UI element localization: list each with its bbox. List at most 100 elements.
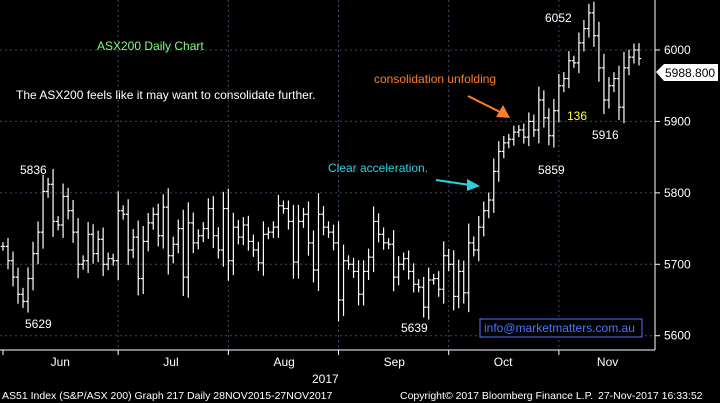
ohlc-bar	[181, 209, 186, 296]
ohlc-bar	[35, 221, 41, 265]
annotation-high-jun: 5836	[20, 163, 47, 177]
ohlc-bar	[95, 230, 101, 263]
y-tick-label: 5900	[664, 114, 691, 128]
ohlc-bar	[561, 72, 567, 93]
ohlc-bar	[161, 194, 166, 249]
ohlc-bar	[30, 241, 36, 291]
ohlc-bar	[396, 256, 401, 286]
ohlc-bar	[241, 217, 246, 246]
ohlc-bar	[115, 191, 121, 280]
ohlc-bar	[70, 200, 76, 243]
ohlc-bar	[441, 241, 446, 304]
ohlc-bar	[601, 53, 607, 114]
ohlc-bar	[196, 229, 201, 250]
ohlc-bar	[321, 206, 326, 236]
ohlc-bar	[591, 1, 597, 47]
ohlc-bar	[576, 32, 582, 74]
ohlc-bar	[256, 241, 261, 271]
ohlc-bar	[501, 136, 506, 159]
ohlc-bar	[5, 237, 11, 270]
x-tick-label: Jul	[163, 355, 178, 369]
annotation-drop: 136	[567, 109, 587, 123]
annotation-low-oct: 5859	[538, 163, 565, 177]
ohlc-bar	[231, 212, 236, 276]
y-tick-label: 6000	[664, 43, 691, 57]
ohlc-bar	[621, 51, 627, 124]
ohlc-bar	[191, 212, 196, 254]
year-label: 2017	[312, 372, 339, 386]
ohlc-bar	[291, 204, 296, 279]
ohlc-bar	[85, 222, 91, 273]
email-label: info@marketmatters.com.au	[484, 321, 635, 335]
ohlc-bar	[546, 108, 552, 146]
chart-subtitle: The ASX200 feels like it may want to con…	[16, 88, 316, 102]
ohlc-bar	[391, 230, 396, 292]
y-axis: 5600 5700 5800 5900 6000	[654, 0, 691, 350]
ohlc-bar	[226, 188, 231, 281]
ohlc-bar	[516, 125, 522, 138]
ohlc-bar	[476, 216, 481, 262]
ohlc-bar	[596, 21, 602, 82]
ohlc-bar	[166, 188, 171, 275]
ohlc-bar	[416, 279, 421, 293]
ohlc-bar	[80, 255, 86, 270]
footer-right: 27-Nov-2017 16:33:52	[598, 390, 703, 402]
ohlc-bar	[45, 177, 51, 198]
ohlc-bar	[296, 204, 301, 279]
ohlc-bar	[346, 255, 351, 270]
ohlc-bar	[451, 250, 456, 311]
ohlc-bar	[55, 216, 61, 231]
ohlc-bar	[541, 90, 547, 128]
ohlc-bar	[20, 287, 26, 308]
x-tick-label: Sep	[384, 355, 406, 369]
ohlc-bar	[351, 257, 356, 278]
annotation-clear-acceleration: Clear acceleration.	[328, 161, 428, 175]
ohlc-bar	[311, 230, 316, 283]
ohlc-bar	[125, 199, 131, 265]
ohlc-bar	[466, 223, 471, 313]
ohlc-bar	[40, 174, 46, 249]
ohlc-bar	[110, 253, 116, 266]
ohlc-bar	[531, 114, 537, 137]
ohlc-bar	[15, 267, 21, 304]
ohlc-bar	[146, 213, 151, 252]
ohlc-bar	[221, 191, 226, 267]
ohlc-bar	[276, 195, 281, 238]
ohlc-bar	[0, 242, 6, 251]
y-tick-label: 5800	[664, 186, 691, 200]
ohlc-bar	[376, 213, 381, 243]
ohlc-bar	[65, 187, 71, 220]
ohlc-bar	[211, 196, 216, 249]
ohlc-bar	[120, 205, 126, 220]
x-tick-label: Nov	[597, 355, 618, 369]
ohlc-bar	[626, 49, 632, 76]
ohlc-bar	[631, 43, 637, 64]
ohlc-bar	[206, 198, 211, 239]
footer-left: AS51 Index (S&P/ASX 200) Graph 217 Daily…	[2, 390, 333, 402]
ohlc-bar	[286, 200, 291, 230]
ohlc-bar	[75, 218, 81, 279]
ohlc-bar	[586, 3, 592, 38]
ohlc-bar	[486, 192, 491, 219]
annotation-consolidation: consolidation unfolding	[374, 72, 496, 86]
ohlc-bar	[366, 248, 371, 280]
ohlc-bar	[136, 220, 141, 296]
ohlc-bar	[456, 259, 461, 309]
plot-background	[0, 0, 655, 350]
ohlc-bar	[326, 221, 331, 238]
ohlc-bar	[426, 267, 431, 320]
ohlc-bar	[511, 125, 516, 146]
ohlc-bar	[406, 250, 411, 280]
ohlc-bar	[316, 193, 321, 291]
ohlc-bar	[306, 201, 311, 256]
ohlc-bar	[461, 260, 466, 304]
arrow-acceleration	[435, 179, 480, 191]
ohlc-bar	[371, 206, 376, 273]
ohlc-bar	[141, 226, 146, 294]
ohlc-bar	[381, 227, 386, 250]
ohlc-bar	[356, 260, 361, 306]
ohlc-bar	[581, 20, 587, 52]
ohlc-bar	[105, 252, 111, 271]
